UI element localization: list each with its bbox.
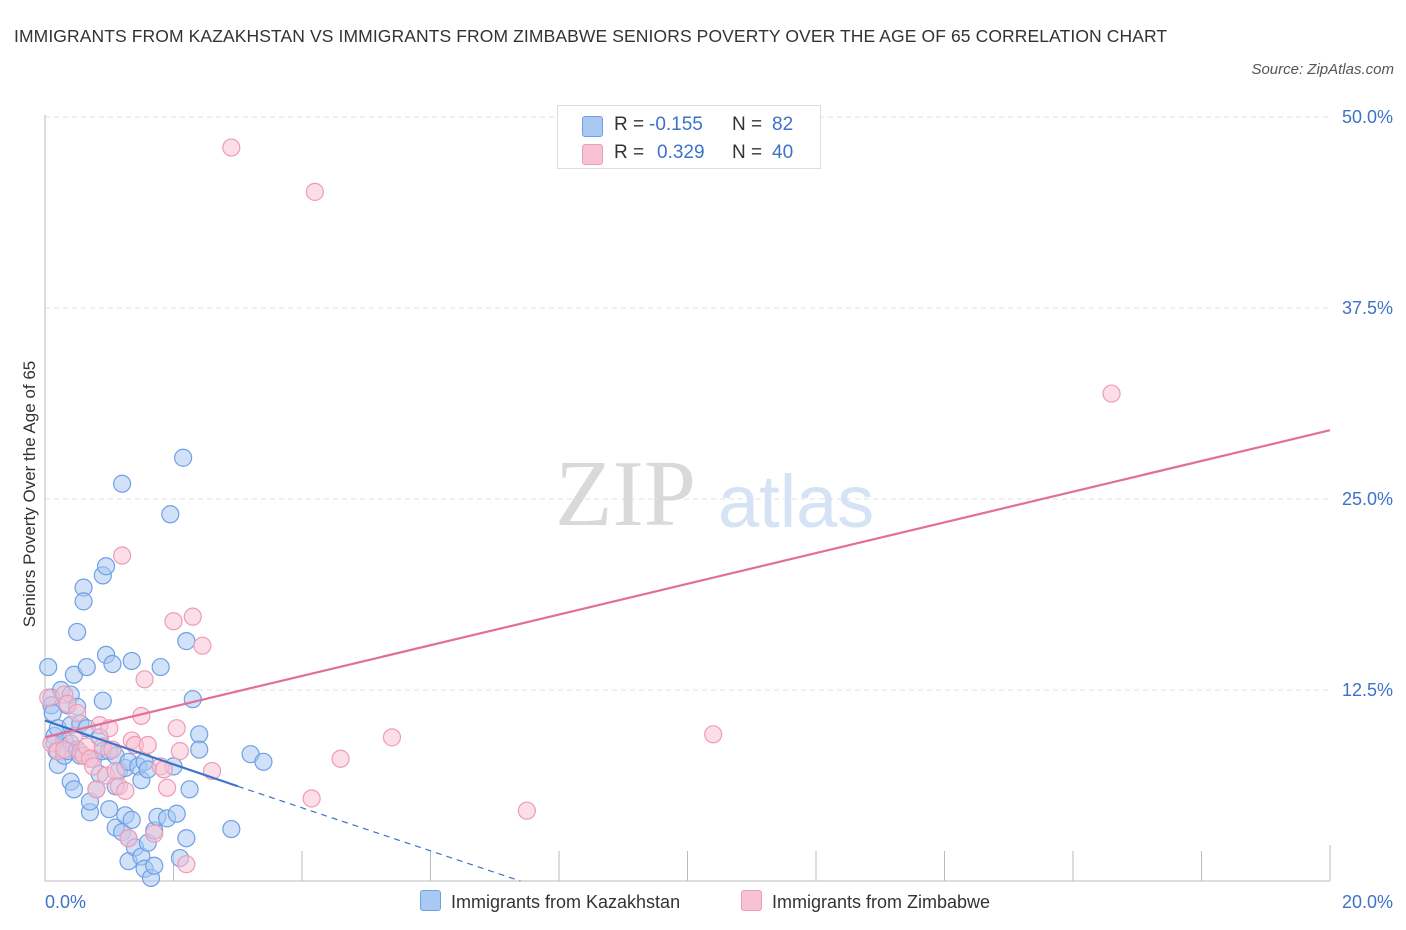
kazakhstan-point bbox=[177, 632, 196, 651]
zimbabwe-point bbox=[87, 780, 106, 799]
kazakhstan-point bbox=[151, 657, 170, 677]
zimbabwe-point bbox=[138, 735, 157, 755]
chart-title: IMMIGRANTS FROM KAZAKHSTAN VS IMMIGRANTS… bbox=[14, 26, 1168, 46]
y-tick-label: 12.5% bbox=[1342, 680, 1393, 700]
y-tick-label: 25.0% bbox=[1342, 489, 1393, 509]
zimbabwe-trend-line bbox=[44, 429, 1331, 739]
legend-item-zimbabwe: Immigrants from Zimbabwe bbox=[741, 890, 990, 913]
kazakhstan-point bbox=[93, 691, 112, 710]
zimbabwe-point bbox=[170, 742, 190, 761]
watermark-zip: ZIP bbox=[555, 442, 696, 546]
kazakhstan-point bbox=[64, 780, 84, 799]
kazakhstan-point bbox=[190, 740, 209, 759]
zimbabwe-point bbox=[177, 855, 196, 874]
zimbabwe-point bbox=[112, 546, 132, 565]
kazakhstan-point bbox=[77, 657, 96, 677]
legend-label-zimbabwe: Immigrants from Zimbabwe bbox=[772, 892, 991, 912]
zimbabwe-point bbox=[106, 761, 125, 781]
kazakhstan-point bbox=[161, 505, 180, 524]
kazakhstan-point bbox=[174, 448, 193, 467]
zimbabwe-swatch bbox=[582, 144, 603, 165]
watermark: ZIP atlas bbox=[555, 442, 874, 546]
zimbabwe-legend-swatch bbox=[741, 890, 762, 911]
r-label: R = bbox=[614, 114, 645, 135]
n-label: N = bbox=[732, 142, 763, 163]
zimbabwe-point bbox=[119, 829, 138, 848]
kazakhstan-point bbox=[74, 592, 93, 611]
x-tick-label: 20.0% bbox=[1342, 892, 1393, 912]
zimbabwe-point bbox=[222, 138, 241, 157]
kazakhstan-point bbox=[112, 474, 132, 493]
zimbabwe-point bbox=[145, 824, 164, 843]
x-tick-label: 0.0% bbox=[45, 892, 86, 912]
zimbabwe-point bbox=[164, 612, 183, 631]
n-value-zimbabwe: 40 bbox=[772, 142, 794, 163]
kazakhstan-swatch bbox=[582, 116, 603, 137]
zimbabwe-point bbox=[39, 688, 58, 707]
r-value-kazakhstan: -0.155 bbox=[649, 114, 703, 135]
zimbabwe-point bbox=[135, 670, 154, 689]
zimbabwe-point bbox=[302, 789, 321, 808]
zimbabwe-point bbox=[68, 703, 87, 723]
kazakhstan-point bbox=[222, 819, 241, 839]
kazakhstan-point bbox=[177, 829, 196, 848]
zimbabwe-point bbox=[704, 725, 723, 744]
kazakhstan-point bbox=[167, 804, 186, 823]
trend-layer bbox=[44, 429, 1331, 882]
kazakhstan-point bbox=[122, 651, 141, 671]
axis-layer bbox=[44, 115, 1331, 882]
r-value-zimbabwe: 0.329 bbox=[657, 142, 705, 163]
zimbabwe-point bbox=[183, 607, 202, 626]
kazakhstan-trend-extension bbox=[237, 785, 521, 882]
zimbabwe-point bbox=[193, 636, 212, 655]
stats-legend: R = -0.155 N = 82 R = 0.329 N = 40 bbox=[557, 105, 821, 169]
kazakhstan-point bbox=[100, 800, 119, 819]
r-label: R = bbox=[614, 142, 645, 163]
kazakhstan-point bbox=[183, 690, 202, 709]
kazakhstan-point bbox=[254, 752, 273, 771]
zimbabwe-point bbox=[84, 757, 103, 776]
tick-label-layer: 12.5% 25.0% 37.5% 50.0% 0.0% 20.0% bbox=[45, 107, 1393, 912]
kazakhstan-point bbox=[68, 622, 87, 642]
watermark-atlas: atlas bbox=[718, 460, 874, 543]
kazakhstan-point bbox=[96, 557, 116, 576]
zimbabwe-point bbox=[167, 719, 186, 738]
zimbabwe-point bbox=[382, 728, 402, 747]
kazakhstan-point bbox=[145, 856, 164, 875]
legend-item-kazakhstan: Immigrants from Kazakhstan bbox=[420, 890, 680, 913]
zimbabwe-point bbox=[305, 182, 324, 201]
n-value-kazakhstan: 82 bbox=[772, 114, 794, 135]
kazakhstan-point bbox=[190, 725, 209, 744]
y-tick-label: 37.5% bbox=[1342, 298, 1393, 318]
zimbabwe-point bbox=[157, 778, 177, 797]
kazakhstan-point bbox=[122, 810, 141, 829]
points-layer bbox=[39, 138, 1121, 888]
legend-label-kazakhstan: Immigrants from Kazakhstan bbox=[451, 892, 681, 912]
n-label: N = bbox=[732, 114, 763, 135]
kazakhstan-point bbox=[180, 780, 199, 799]
grid-layer bbox=[45, 116, 1330, 691]
zimbabwe-point bbox=[517, 801, 536, 820]
y-tick-label: 50.0% bbox=[1342, 107, 1393, 127]
zimbabwe-point bbox=[1102, 384, 1121, 403]
zimbabwe-point bbox=[331, 749, 350, 768]
kazakhstan-point bbox=[103, 654, 122, 674]
zimbabwe-point bbox=[116, 781, 135, 800]
source-label: Source: ZipAtlas.com bbox=[1251, 61, 1394, 78]
kazakhstan-trend-line bbox=[44, 719, 239, 788]
kazakhstan-point bbox=[39, 657, 58, 677]
kazakhstan-legend-swatch bbox=[420, 890, 441, 911]
